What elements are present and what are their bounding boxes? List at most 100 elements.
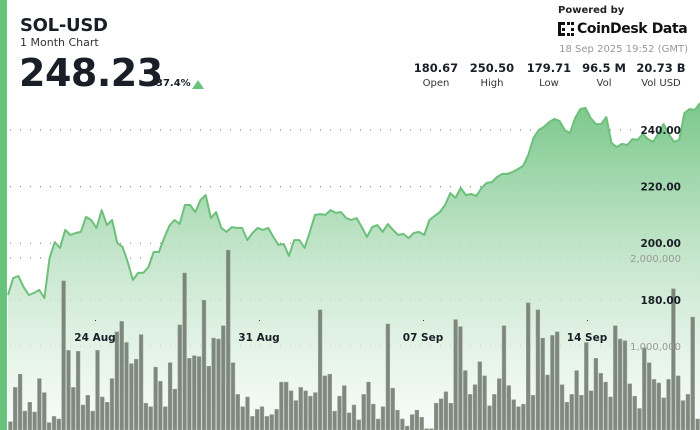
current-price: 248.23 xyxy=(19,51,163,95)
volume-bar xyxy=(322,375,328,430)
volume-bar xyxy=(279,381,284,430)
stat-label: Vol USD xyxy=(641,78,681,89)
price-tick-label: 240.00 xyxy=(640,125,681,137)
volume-bar xyxy=(42,392,47,430)
volume-bar xyxy=(395,409,400,430)
volume-tick-label: 1,000,000 xyxy=(630,342,681,353)
volume-bar xyxy=(545,374,550,430)
stat-low: 179.71 Low xyxy=(519,61,579,89)
stat-label: High xyxy=(480,78,504,89)
symbol-title: SOL-USD xyxy=(20,15,108,36)
volume-bar xyxy=(438,398,444,430)
volume-bar xyxy=(535,309,541,430)
volume-bar xyxy=(361,394,366,430)
volume-bar xyxy=(327,373,332,430)
volume-bar xyxy=(138,334,144,430)
volume-bar xyxy=(448,402,453,430)
price-tick-label: 200.00 xyxy=(640,238,681,250)
volume-bar xyxy=(27,402,32,430)
stat-open: 180.67 Open xyxy=(406,61,466,89)
volume-bar xyxy=(651,379,657,430)
volume-bar xyxy=(492,394,497,430)
volume-bar xyxy=(617,338,623,430)
volume-bar xyxy=(119,321,124,430)
volume-bar xyxy=(32,411,37,430)
volume-bar xyxy=(235,394,240,430)
x-tick-mark xyxy=(587,320,588,321)
volume-bar xyxy=(482,375,487,430)
volume-bar xyxy=(405,425,410,430)
brand-name: CoinDesk Data xyxy=(577,21,688,37)
accent-bar xyxy=(0,0,7,430)
volume-bar xyxy=(85,395,90,430)
volume-bar xyxy=(443,391,449,430)
volume-bar xyxy=(647,362,652,430)
volume-bar xyxy=(196,356,202,430)
volume-bar xyxy=(337,395,342,430)
volume-bar xyxy=(603,381,608,430)
volume-bar xyxy=(216,338,221,430)
volume-bar xyxy=(17,373,23,430)
stat-value: 180.67 xyxy=(413,61,459,75)
stat-vol-usd: 20.73 B Vol USD xyxy=(631,61,691,89)
volume-bar xyxy=(22,410,28,430)
volume-bar xyxy=(622,340,628,430)
volume-bar xyxy=(351,404,357,430)
volume-bar xyxy=(671,288,676,430)
volume-bar xyxy=(680,400,686,430)
volume-bar xyxy=(414,409,420,430)
price-change: 37.4% xyxy=(156,78,191,89)
volume-bar xyxy=(540,337,545,430)
volume-bar xyxy=(192,355,197,430)
volume-bar xyxy=(313,392,318,430)
volume-bar xyxy=(555,331,560,430)
volume-bar xyxy=(332,410,337,430)
stat-label: Vol xyxy=(596,78,612,89)
volume-bar xyxy=(187,358,192,430)
volume-bar xyxy=(211,337,216,430)
volume-bar xyxy=(46,422,52,430)
volume-bar xyxy=(308,395,313,430)
volume-bar xyxy=(298,387,303,430)
volume-bars xyxy=(8,249,700,430)
volume-bar xyxy=(226,249,231,430)
x-tick-label: 24 Aug xyxy=(74,332,115,344)
volume-bar xyxy=(105,402,110,430)
volume-bar xyxy=(293,400,299,430)
volume-bar xyxy=(158,380,163,430)
volume-bar xyxy=(506,385,511,430)
volume-bar xyxy=(245,396,250,430)
volume-bar xyxy=(255,409,260,430)
volume-bar xyxy=(487,405,492,430)
volume-bar xyxy=(90,410,95,430)
volume-bar xyxy=(303,390,308,430)
volume-tick-label: 2,000,000 xyxy=(630,254,681,265)
volume-bar xyxy=(264,416,270,430)
volume-bar xyxy=(429,428,434,430)
volume-bar xyxy=(346,412,352,430)
volume-bar xyxy=(676,375,681,430)
volume-bar xyxy=(467,394,473,430)
volume-bar xyxy=(656,382,661,430)
stat-value: 20.73 B xyxy=(636,61,686,75)
volume-bar xyxy=(598,373,603,430)
volume-bar xyxy=(385,323,391,430)
volume-bar xyxy=(690,316,695,430)
volume-bar xyxy=(434,402,439,430)
stat-value: 250.50 xyxy=(469,61,515,75)
volume-bar xyxy=(148,406,153,430)
volume-bar xyxy=(530,395,536,430)
volume-bar xyxy=(516,406,521,430)
volume-bar xyxy=(627,383,632,430)
volume-bar xyxy=(559,384,565,430)
volume-bar xyxy=(501,325,507,430)
volume-bar xyxy=(240,406,245,430)
coindesk-logo-icon xyxy=(558,22,574,36)
volume-bar xyxy=(569,394,574,430)
volume-bar xyxy=(453,319,458,430)
volume-bar xyxy=(526,302,531,430)
volume-bar xyxy=(177,324,182,430)
volume-bar xyxy=(95,350,100,430)
volume-bar xyxy=(458,326,463,430)
